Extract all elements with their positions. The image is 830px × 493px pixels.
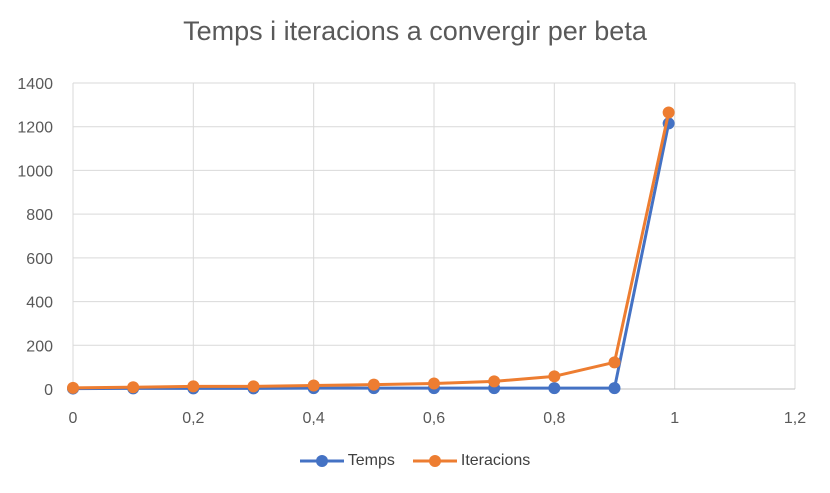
- legend-marker-iteracions: [412, 455, 457, 467]
- y-tick-label: 1000: [17, 163, 53, 180]
- x-tick-label: 0,4: [303, 410, 325, 427]
- y-tick-label: 1400: [17, 76, 53, 93]
- data-point-iteracions[interactable]: [662, 106, 675, 119]
- legend-item-iteracions[interactable]: Iteracions: [412, 451, 531, 471]
- y-tick-label: 600: [26, 251, 53, 268]
- legend-label-iteracions: Iteracions: [460, 452, 531, 469]
- x-axis-ticks: 0 0,2 0,4 0,6 0,8 1 1,2: [69, 410, 807, 427]
- y-tick-label: 1200: [17, 120, 53, 137]
- data-point-iteracions[interactable]: [187, 380, 200, 393]
- data-point-iteracions[interactable]: [428, 377, 440, 390]
- y-tick-label: 400: [26, 295, 53, 312]
- x-tick-label: 0: [69, 410, 78, 427]
- data-point-iteracions[interactable]: [608, 356, 621, 369]
- x-tick-label: 0,8: [543, 410, 565, 427]
- legend: Temps Iteracions: [0, 451, 830, 471]
- data-point-temps[interactable]: [548, 382, 561, 395]
- data-point-iteracions[interactable]: [247, 380, 260, 393]
- x-tick-label: 0,2: [182, 410, 204, 427]
- x-tick-label: 1,2: [784, 410, 806, 427]
- y-tick-label: 200: [26, 338, 53, 355]
- data-point-iteracions[interactable]: [367, 378, 380, 391]
- legend-marker-temps: [299, 455, 344, 467]
- y-tick-label: 800: [26, 207, 53, 224]
- data-point-iteracions[interactable]: [488, 375, 501, 388]
- x-tick-label: 1: [670, 410, 679, 427]
- data-point-iteracions[interactable]: [307, 379, 320, 392]
- y-axis-ticks: 0 200 400 600 800 1000 1200 1400: [17, 76, 53, 399]
- series-line-temps: [72, 123, 671, 391]
- legend-item-temps[interactable]: Temps: [299, 451, 395, 471]
- chart-title: Temps i iteracions a convergir per beta: [183, 16, 647, 46]
- legend-label-temps: Temps: [347, 452, 395, 469]
- series-layer: [67, 106, 675, 395]
- x-tick-label: 0,6: [423, 410, 445, 427]
- series-line-iteracions: [72, 112, 671, 390]
- data-point-temps[interactable]: [608, 382, 621, 395]
- data-point-iteracions[interactable]: [127, 381, 140, 394]
- gridlines: [72, 82, 796, 390]
- data-point-iteracions[interactable]: [67, 381, 79, 394]
- data-point-iteracions[interactable]: [548, 370, 561, 383]
- y-tick-label: 0: [44, 382, 53, 399]
